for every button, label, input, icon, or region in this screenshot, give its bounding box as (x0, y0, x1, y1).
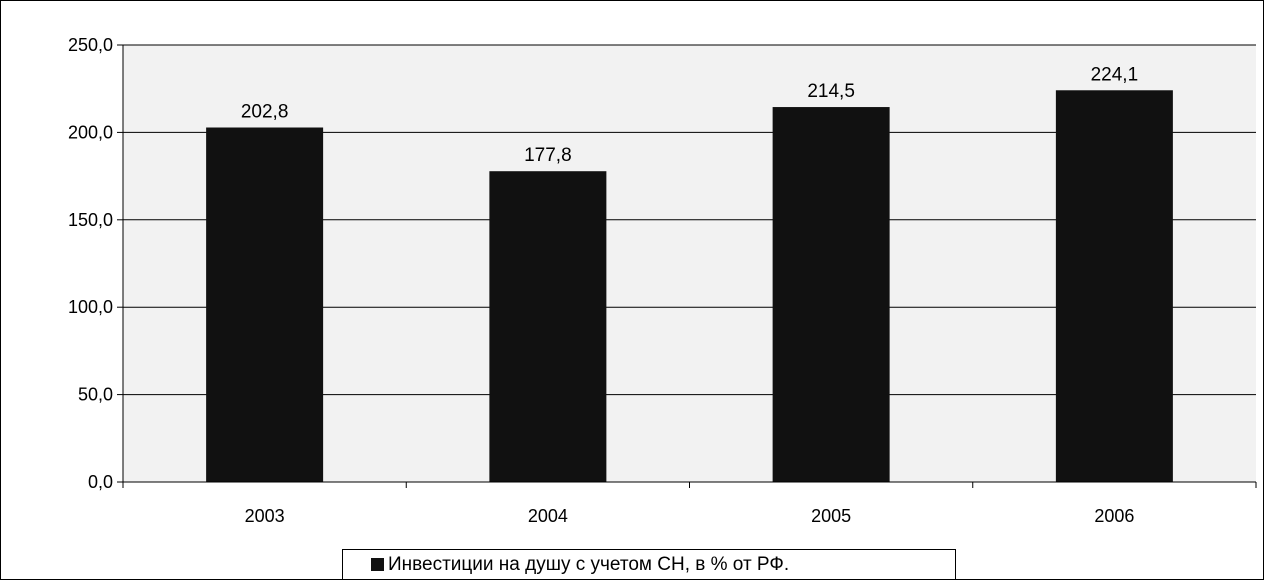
y-tick-label: 0,0 (88, 472, 113, 492)
legend-swatch (371, 558, 384, 571)
x-tick-label: 2005 (811, 506, 851, 526)
x-tick-label: 2004 (528, 506, 568, 526)
bar (1055, 90, 1173, 483)
x-tick-label: 2006 (1094, 506, 1134, 526)
y-tick-label: 100,0 (68, 297, 113, 317)
y-tick-label: 250,0 (68, 35, 113, 55)
data-label: 214,5 (807, 81, 855, 102)
legend: Инвестиции на душу с учетом СН, в % от Р… (342, 549, 956, 579)
bar (206, 127, 324, 482)
legend-label: Инвестиции на душу с учетом СН, в % от Р… (388, 553, 790, 575)
data-label: 224,1 (1091, 64, 1139, 85)
axes: 0,0 50,0 100,0 150,0 200,0 250,0 2003 2004 2005 2… (68, 35, 1257, 526)
x-tick-label: 2003 (245, 506, 285, 526)
y-tick-label: 150,0 (68, 210, 113, 230)
y-tick-label: 50,0 (78, 385, 113, 405)
bars: 202,8 177,8 214,5 224,1 (206, 64, 1173, 483)
bar (489, 171, 607, 482)
bar (772, 107, 890, 482)
data-label: 202,8 (241, 102, 289, 123)
data-label: 177,8 (524, 145, 572, 166)
y-tick-label: 200,0 (68, 122, 113, 142)
